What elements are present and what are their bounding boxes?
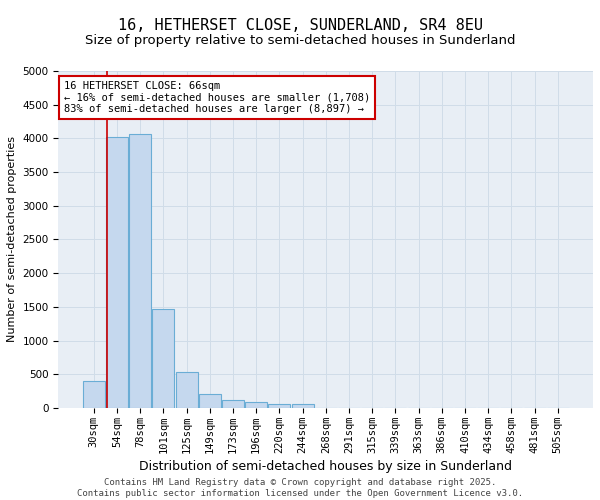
Bar [129, 134, 151, 408]
Y-axis label: Number of semi-detached properties: Number of semi-detached properties [7, 136, 17, 342]
Bar [268, 404, 290, 408]
Text: Size of property relative to semi-detached houses in Sunderland: Size of property relative to semi-detach… [85, 34, 515, 47]
Bar [83, 381, 105, 408]
Bar [199, 394, 221, 408]
Text: 16, HETHERSET CLOSE, SUNDERLAND, SR4 8EU: 16, HETHERSET CLOSE, SUNDERLAND, SR4 8EU [118, 18, 482, 32]
Bar [245, 402, 267, 408]
Bar [152, 309, 175, 408]
Bar [222, 400, 244, 408]
Bar [292, 404, 314, 408]
Bar [176, 372, 197, 408]
X-axis label: Distribution of semi-detached houses by size in Sunderland: Distribution of semi-detached houses by … [139, 460, 512, 473]
Bar [106, 137, 128, 408]
Text: Contains HM Land Registry data © Crown copyright and database right 2025.
Contai: Contains HM Land Registry data © Crown c… [77, 478, 523, 498]
Text: 16 HETHERSET CLOSE: 66sqm
← 16% of semi-detached houses are smaller (1,708)
83% : 16 HETHERSET CLOSE: 66sqm ← 16% of semi-… [64, 81, 370, 114]
